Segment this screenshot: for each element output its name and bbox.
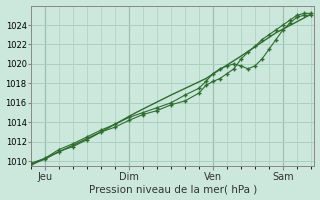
X-axis label: Pression niveau de la mer( hPa ): Pression niveau de la mer( hPa ) bbox=[89, 184, 257, 194]
